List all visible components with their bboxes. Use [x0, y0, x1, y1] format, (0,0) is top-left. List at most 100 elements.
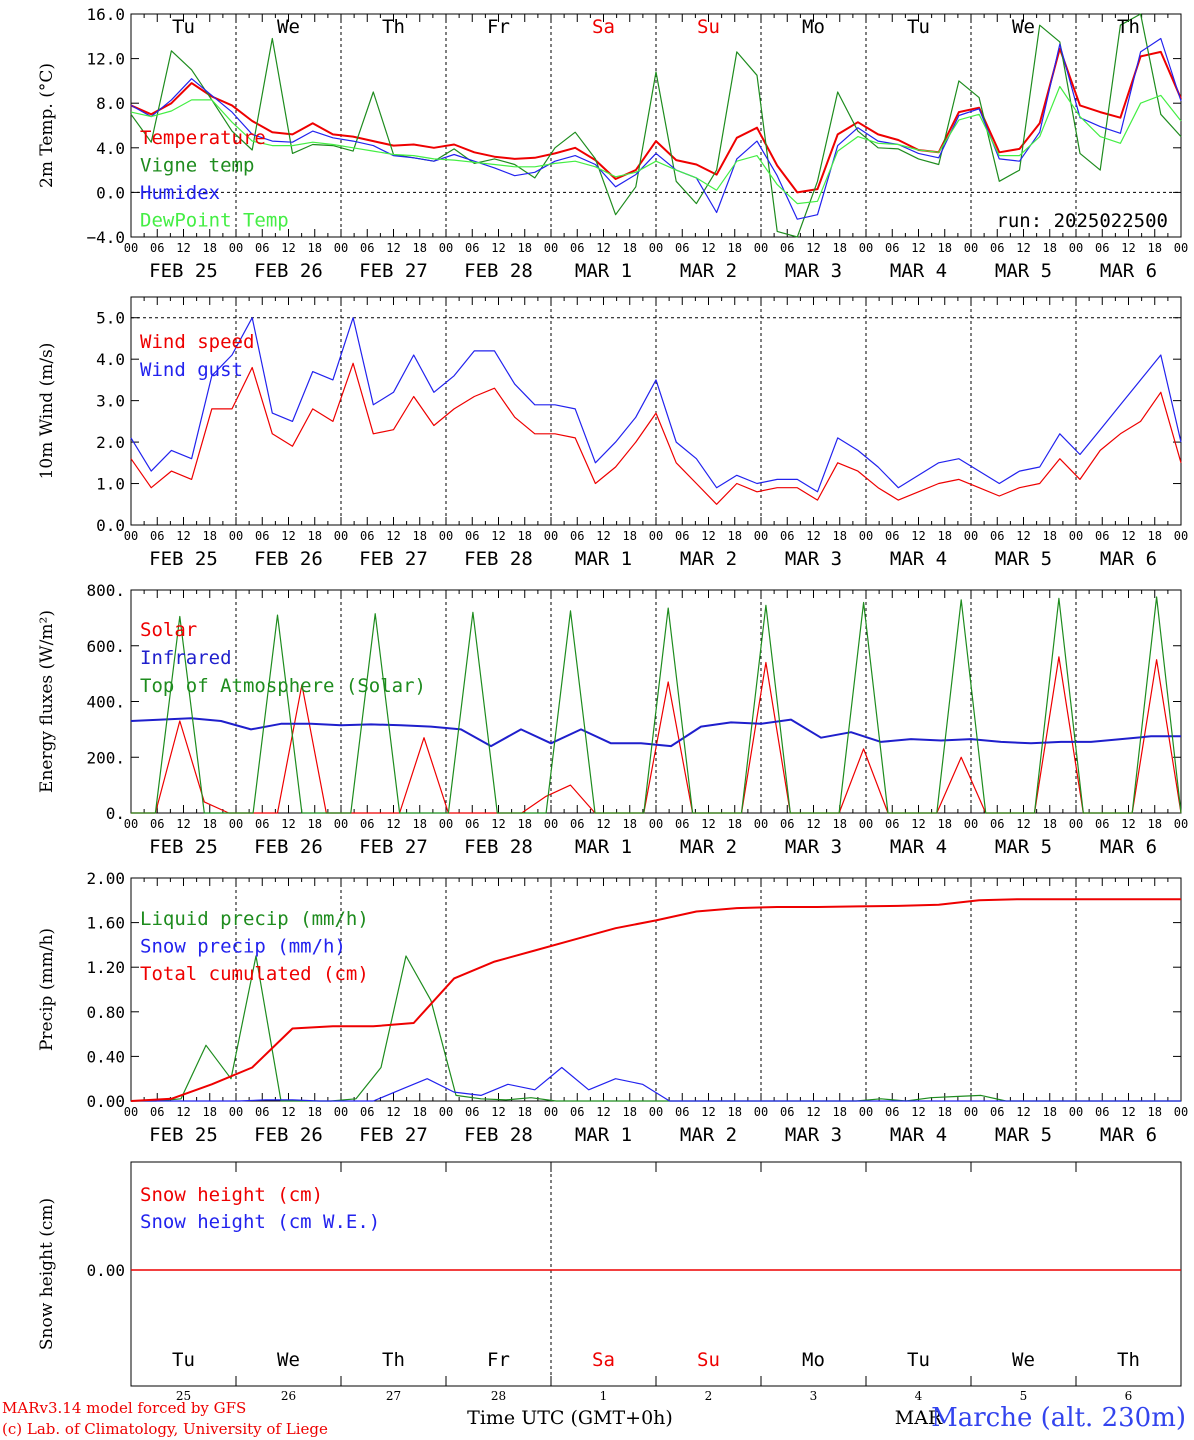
- legend-entry: Solar: [140, 619, 197, 641]
- date-label: MAR 2: [680, 836, 737, 858]
- hour-tick-label: 18: [938, 817, 952, 831]
- hour-tick-label: 12: [281, 1105, 295, 1119]
- hour-tick-label: 06: [1095, 817, 1109, 831]
- date-label: MAR 5: [995, 548, 1052, 570]
- date-label: MAR 2: [680, 548, 737, 570]
- series-line-total-cumulated-cm: [130, 898, 1181, 1102]
- hour-tick-label: 12: [176, 241, 190, 255]
- hour-tick-label: 18: [1043, 241, 1057, 255]
- hour-tick-label: 00: [754, 529, 768, 543]
- hour-tick-label: 18: [308, 241, 322, 255]
- y-tick-label: 8.0: [96, 94, 125, 113]
- hour-tick-label: 12: [281, 529, 295, 543]
- date-label: MAR 2: [680, 260, 737, 282]
- series-line-vigne-temp: [130, 13, 1182, 238]
- hour-tick-label: 06: [570, 241, 584, 255]
- hour-tick-label: 00: [1069, 529, 1083, 543]
- hour-tick-label: 18: [1148, 241, 1162, 255]
- day-number-label: 4: [915, 1389, 923, 1403]
- hour-tick-label: 06: [255, 529, 269, 543]
- date-label: FEB 26: [254, 836, 323, 858]
- y-axis-title: Energy fluxes (W/m²): [37, 610, 57, 793]
- hour-tick-label: 00: [649, 529, 663, 543]
- series-line-dewpoint-temp: [130, 85, 1182, 205]
- y-tick-label: 400.: [86, 693, 125, 712]
- hour-tick-label: 00: [124, 241, 138, 255]
- y-tick-label: 0.00: [86, 1092, 125, 1111]
- hour-tick-label: 06: [675, 529, 689, 543]
- hour-tick-label: 12: [386, 241, 400, 255]
- weekday-label: Th: [1117, 1349, 1140, 1371]
- weekday-label: Fr: [487, 1349, 510, 1371]
- legend-entry: Snow height (cm W.E.): [140, 1211, 380, 1233]
- hour-tick-label: 06: [780, 1105, 794, 1119]
- hour-tick-label: 18: [518, 529, 532, 543]
- date-label: FEB 25: [149, 836, 218, 858]
- hour-tick-label: 00: [544, 1105, 558, 1119]
- hour-tick-label: 06: [465, 241, 479, 255]
- date-label: MAR 4: [890, 548, 947, 570]
- hour-tick-label: 12: [176, 817, 190, 831]
- series-line-temperature: [130, 47, 1182, 194]
- hour-tick-label: 12: [911, 529, 925, 543]
- hour-tick-label: 12: [176, 1105, 190, 1119]
- hour-tick-label: 00: [649, 241, 663, 255]
- date-label: FEB 25: [149, 260, 218, 282]
- y-tick-label: 1.20: [86, 958, 125, 977]
- hour-tick-label: 18: [1148, 1105, 1162, 1119]
- hour-tick-label: 00: [859, 241, 873, 255]
- hour-tick-label: 12: [491, 1105, 505, 1119]
- hour-tick-label: 00: [544, 241, 558, 255]
- series-line-snow-precip-mm-h: [131, 1066, 1181, 1102]
- y-tick-label: 200.: [86, 748, 125, 767]
- date-label: FEB 27: [359, 260, 428, 282]
- hour-tick-label: 06: [780, 817, 794, 831]
- hour-tick-label: 00: [649, 817, 663, 831]
- y-tick-label: 16.0: [86, 5, 125, 24]
- legend-entry: Vigne temp: [140, 155, 254, 177]
- hour-tick-label: 00: [229, 817, 243, 831]
- weekday-label: Tu: [907, 16, 930, 38]
- hour-tick-label: 06: [570, 529, 584, 543]
- date-label: FEB 25: [149, 548, 218, 570]
- hour-tick-label: 06: [675, 1105, 689, 1119]
- legend-entry: DewPoint Temp: [140, 210, 289, 232]
- hour-tick-label: 18: [623, 529, 637, 543]
- hour-tick-label: 00: [124, 817, 138, 831]
- hour-tick-label: 00: [1174, 529, 1188, 543]
- series-line-wind-gust: [130, 317, 1182, 493]
- hour-tick-label: 12: [806, 241, 820, 255]
- y-axis-title: Snow height (cm): [37, 1198, 57, 1350]
- y-tick-label: 600.: [86, 637, 125, 656]
- weekday-label: Mo: [802, 16, 825, 38]
- hour-tick-label: 00: [124, 1105, 138, 1119]
- hour-tick-label: 12: [806, 529, 820, 543]
- weekday-label: Tu: [172, 16, 195, 38]
- date-label: MAR 2: [680, 1124, 737, 1146]
- date-label: FEB 28: [464, 548, 533, 570]
- month-label: MAR: [895, 1407, 943, 1429]
- hour-tick-label: 18: [623, 241, 637, 255]
- hour-tick-label: 00: [544, 529, 558, 543]
- hour-tick-label: 06: [1095, 1105, 1109, 1119]
- y-tick-label: 5.0: [96, 309, 125, 328]
- y-tick-label: 800.: [86, 581, 125, 600]
- temperature-panel-frame: [130, 13, 1182, 238]
- y-tick-label: 0.80: [86, 1003, 125, 1022]
- hour-tick-label: 00: [439, 241, 453, 255]
- hour-tick-label: 06: [675, 817, 689, 831]
- legend-entry: Snow height (cm): [140, 1184, 323, 1206]
- date-label: MAR 1: [575, 548, 632, 570]
- weekday-label: Mo: [802, 1349, 825, 1371]
- hour-tick-label: 00: [1069, 817, 1083, 831]
- hour-tick-label: 06: [465, 529, 479, 543]
- hour-tick-label: 12: [701, 817, 715, 831]
- day-number-label: 2: [705, 1389, 713, 1403]
- date-label: FEB 27: [359, 548, 428, 570]
- legend-entry: Liquid precip (mm/h): [140, 908, 369, 930]
- hour-tick-label: 18: [1043, 817, 1057, 831]
- y-tick-label: 0.0: [96, 516, 125, 535]
- legend-entry: Wind speed: [140, 331, 254, 353]
- date-label: FEB 28: [464, 1124, 533, 1146]
- weekday-label: We: [1012, 16, 1035, 38]
